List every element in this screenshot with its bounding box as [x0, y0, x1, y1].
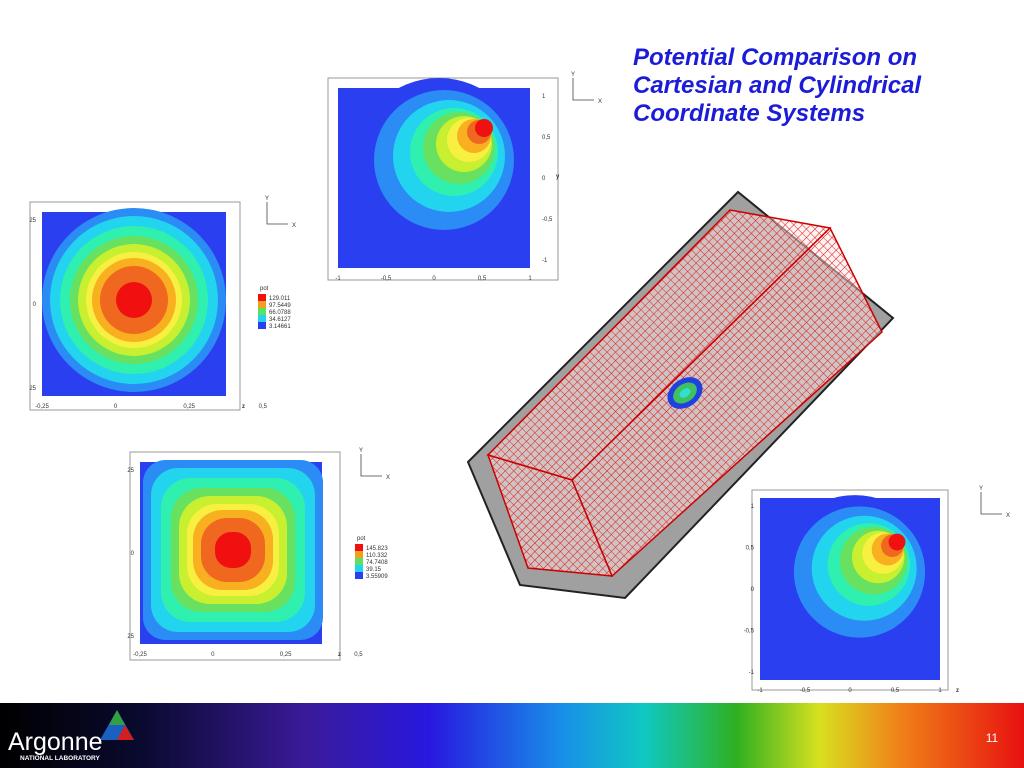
title-line: Cartesian and Cylindrical — [633, 72, 922, 99]
legend-level: 129.011 — [269, 296, 291, 302]
x-tick-label: 1 — [938, 688, 942, 694]
axes-icon-label: X — [1006, 513, 1010, 519]
axes-icon-label: Y — [265, 196, 269, 202]
legend-swatch — [258, 322, 266, 329]
x-tick-label: -1 — [757, 688, 763, 694]
legend-level: 3.14661 — [269, 324, 291, 330]
y-tick-label: 25 — [29, 386, 36, 392]
x-tick-label: 0 — [211, 652, 215, 658]
x-tick-label: -0,25 — [35, 404, 49, 410]
x-tick-label: 0,5 — [354, 652, 363, 658]
y-tick-label: -1 — [749, 670, 755, 676]
x-tick-label: 0,5 — [891, 688, 900, 694]
plots: -1 -0,5 0 0,5 1 1 0,5 0 -0,5 -1 y Y X -0,25 0 0,25 0,5 z 2… — [29, 72, 1010, 694]
y-tick-label: 0,5 — [746, 546, 755, 552]
legend-swatch — [258, 308, 266, 315]
legend-title: pot — [357, 536, 366, 542]
legend-level: 97.5449 — [269, 303, 291, 309]
legend-swatch — [355, 551, 363, 558]
contour — [215, 532, 251, 568]
legend-swatch — [258, 301, 266, 308]
axes-icon-label: Y — [571, 72, 575, 78]
title-line: Potential Comparison on — [633, 44, 917, 71]
x-tick-label: -1 — [335, 276, 341, 282]
y-tick-label: -1 — [542, 258, 548, 264]
axes-icon-label: Y — [359, 448, 363, 454]
contour-plot: -0,25 0 0,25 0,5 z 25 0 25 Y Xpot129.01197.544966… — [29, 196, 296, 411]
legend-swatch — [355, 565, 363, 572]
legend-level: 66.0788 — [269, 310, 291, 316]
y-tick-label: 0,5 — [542, 135, 551, 141]
contours — [143, 460, 323, 640]
contour-plot: -0,25 0 0,25 0,5 z 25 0 25 Y Xpot145.823110.33274… — [127, 448, 390, 661]
y-tick-label: 0 — [751, 587, 755, 593]
contours — [42, 208, 226, 392]
x-tick-label: 0,5 — [259, 404, 268, 410]
legend-level: 110.332 — [366, 553, 388, 559]
legend-level: 145.823 — [366, 546, 388, 552]
logo-name: Argonne — [8, 728, 103, 756]
legend-swatch — [355, 558, 363, 565]
legend-swatch — [258, 315, 266, 322]
axes-icon — [572, 78, 594, 101]
axes-icon — [980, 492, 1002, 515]
axes-icon-label: X — [386, 475, 390, 481]
contour-plot: -1 -0,5 0 0,5 1 1 0,5 0 -0,5 -1 y Y X — [327, 72, 602, 282]
legend-level: 39.15 — [366, 567, 382, 573]
y-tick-label: 0 — [33, 302, 37, 308]
y-tick-label: -0,5 — [542, 217, 553, 223]
x-axis-label: z — [242, 404, 245, 410]
legend-swatch — [258, 294, 266, 301]
x-tick-label: 1 — [528, 276, 532, 282]
axes-icon — [266, 202, 288, 225]
mesh-box — [466, 190, 895, 600]
footer-bar — [0, 703, 1024, 768]
x-tick-label: 0 — [432, 276, 436, 282]
x-tick-label: 0,25 — [183, 404, 195, 410]
legend-level: 74.7408 — [366, 560, 388, 566]
axes-icon — [360, 454, 382, 477]
x-tick-label: -0,25 — [133, 652, 147, 658]
title-line: Coordinate Systems — [633, 100, 865, 127]
contour — [888, 533, 906, 551]
axes-icon-label: Y — [979, 486, 983, 492]
page-number: 11 — [986, 731, 999, 745]
x-tick-label: 0,5 — [478, 276, 487, 282]
contours — [353, 78, 525, 250]
y-tick-label: 25 — [29, 218, 36, 224]
logo-subtitle: NATIONAL LABORATORY — [20, 755, 100, 762]
x-tick-label: 0 — [114, 404, 118, 410]
x-axis-label: z — [338, 652, 341, 658]
axes-icon-label: X — [292, 223, 296, 229]
legend-level: 3.55909 — [366, 574, 388, 580]
y-tick-label: 25 — [127, 468, 134, 474]
y-axis-label: y — [556, 174, 560, 180]
y-tick-label: 0 — [542, 176, 546, 182]
logo-mark — [100, 710, 134, 740]
legend-level: 34.6127 — [269, 317, 291, 323]
axes-icon-label: X — [598, 99, 602, 105]
legend-title: pot — [260, 286, 269, 292]
x-tick-label: 0 — [848, 688, 852, 694]
legend-swatch — [355, 544, 363, 551]
contour — [475, 119, 493, 137]
x-tick-label: -0,5 — [800, 688, 811, 694]
contour — [116, 282, 152, 318]
legend-swatch — [355, 572, 363, 579]
x-tick-label: -0,5 — [381, 276, 392, 282]
contours — [774, 495, 936, 657]
y-tick-label: 25 — [127, 634, 134, 640]
y-tick-label: 0 — [131, 551, 135, 557]
y-tick-label: 1 — [542, 94, 546, 100]
y-tick-label: 1 — [751, 504, 755, 510]
y-tick-label: -0,5 — [744, 629, 755, 635]
x-axis-label: z — [956, 688, 959, 694]
contour-plot: -1 -0,5 0 0,5 1 z 1 0,5 0 -0,5 -1 Y X — [744, 486, 1010, 694]
x-tick-label: 0,25 — [280, 652, 292, 658]
